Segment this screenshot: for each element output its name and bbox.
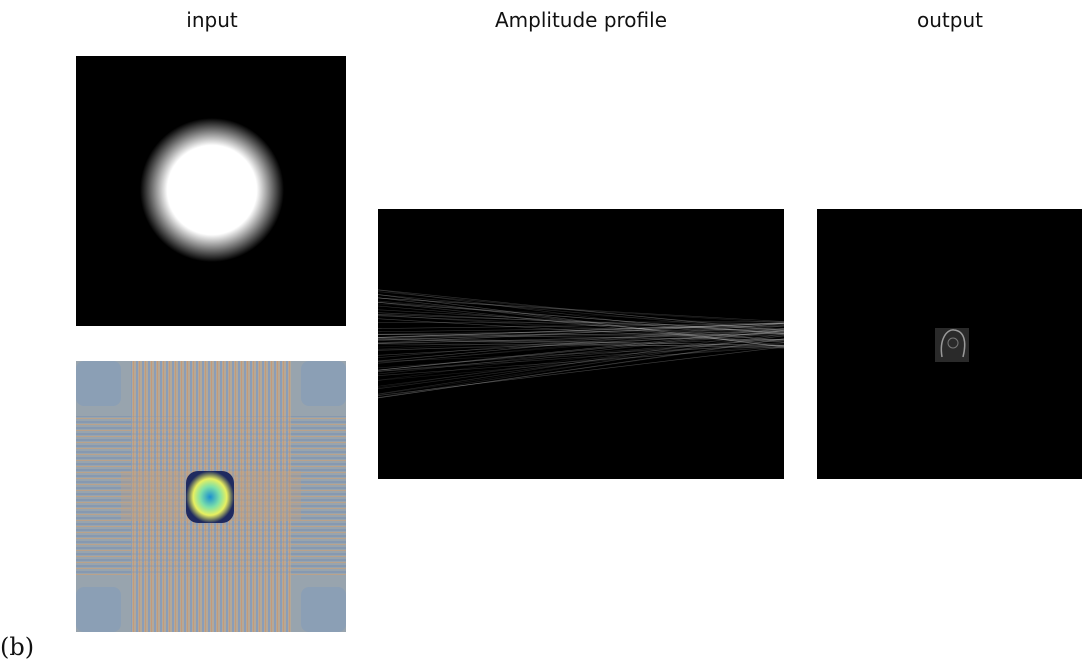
figure: input Amplitude profile output (b) — [0, 0, 1082, 668]
panel-label: (b) — [0, 633, 34, 661]
input-title: input — [112, 8, 312, 32]
input-amplitude-image — [76, 56, 346, 326]
input-phase-image — [76, 361, 346, 632]
amplitude-title: Amplitude profile — [431, 8, 731, 32]
output-title: output — [850, 8, 1050, 32]
amplitude-profile-image — [378, 209, 784, 479]
output-image — [817, 209, 1082, 479]
